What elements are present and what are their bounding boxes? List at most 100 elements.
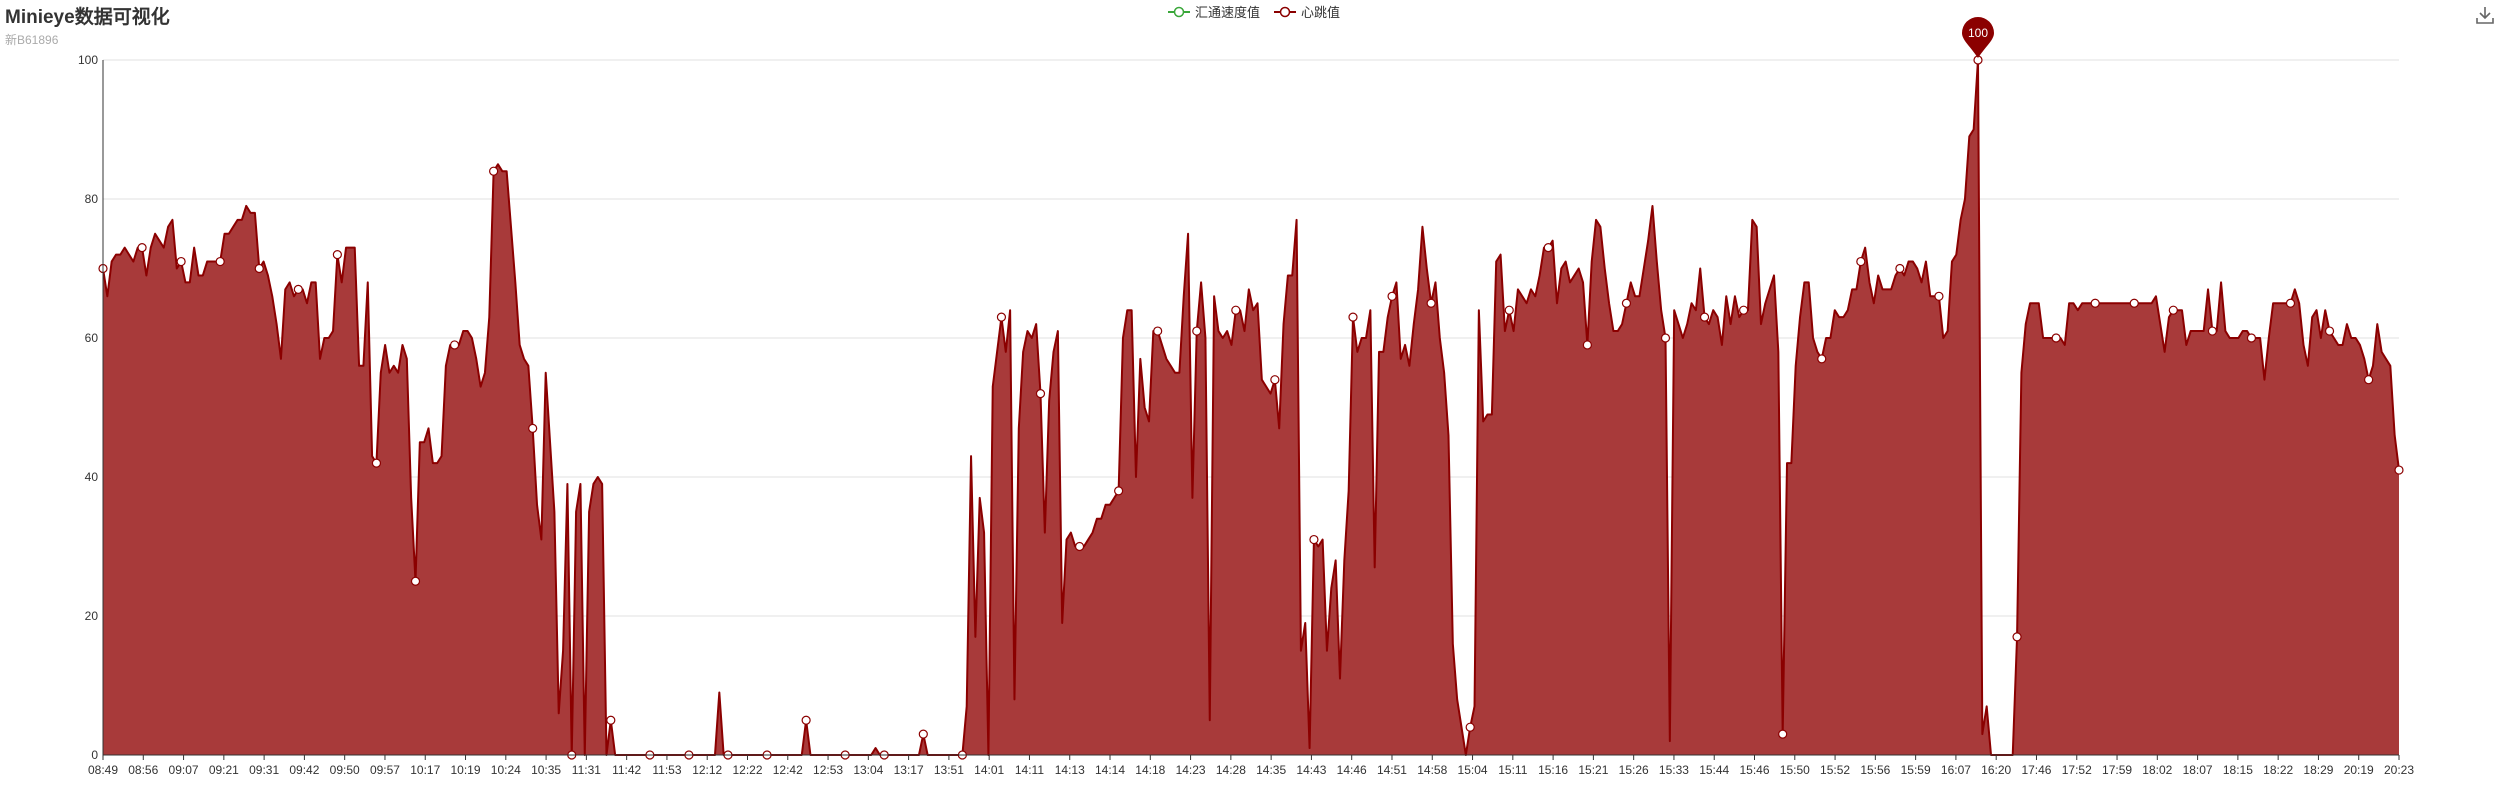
data-point <box>371 458 382 468</box>
x-tick-label: 09:21 <box>209 763 239 777</box>
x-tick-label: 10:24 <box>491 763 521 777</box>
y-tick-label: 20 <box>85 609 99 623</box>
x-tick-label: 18:02 <box>2142 763 2172 777</box>
data-point <box>293 284 303 294</box>
data-point <box>176 256 186 267</box>
data-point <box>1309 534 1319 545</box>
legend-marker-speed-icon <box>1168 6 1190 17</box>
download-icon[interactable] <box>2474 4 2496 26</box>
data-point <box>2090 298 2100 308</box>
legend: 汇通速度值 心跳值 <box>1168 2 1340 21</box>
heartbeat-area <box>103 60 2399 755</box>
x-tick-label: 09:50 <box>330 763 360 777</box>
data-point <box>1074 541 1085 552</box>
x-tick-label: 14:51 <box>1377 763 1407 777</box>
data-point <box>801 715 811 725</box>
x-tick-label: 14:13 <box>1055 763 1085 777</box>
data-point <box>2394 465 2404 475</box>
data-point <box>332 250 342 260</box>
data-point <box>1856 256 1866 267</box>
x-tick-label: 16:20 <box>1981 763 2011 777</box>
x-tick-label: 15:50 <box>1780 763 1810 777</box>
data-point <box>1582 340 1592 350</box>
x-tick-label: 09:07 <box>169 763 199 777</box>
x-tick-label: 14:14 <box>1095 763 1125 777</box>
x-tick-label: 10:17 <box>410 763 440 777</box>
x-tick-label: 14:58 <box>1417 763 1447 777</box>
data-point <box>1817 354 1827 364</box>
data-point <box>1387 291 1397 301</box>
y-tick-label: 40 <box>85 470 99 484</box>
data-point <box>449 340 460 350</box>
x-tick-label: 15:59 <box>1901 763 1931 777</box>
x-tick-label: 11:31 <box>572 763 601 777</box>
data-point <box>1231 305 1241 315</box>
data-point <box>1348 312 1358 322</box>
data-point <box>1504 305 1514 315</box>
x-tick-label: 15:44 <box>1699 763 1729 777</box>
x-tick-label: 14:01 <box>974 763 1004 777</box>
data-point <box>2012 632 2022 642</box>
data-point <box>1543 243 1553 253</box>
x-tick-label: 16:07 <box>1941 763 1971 777</box>
x-tick-label: 14:28 <box>1216 763 1246 777</box>
data-point <box>2246 333 2257 343</box>
data-point <box>1895 263 1905 274</box>
legend-marker-heartbeat-icon <box>1274 6 1297 17</box>
data-point <box>1778 729 1788 739</box>
legend-label-speed: 汇通速度值 <box>1195 5 1261 20</box>
data-point <box>1270 375 1280 385</box>
x-tick-label: 12:53 <box>813 763 843 777</box>
x-tick-label: 11:42 <box>612 763 641 777</box>
x-tick-label: 14:46 <box>1337 763 1367 777</box>
x-tick-label: 12:22 <box>732 763 762 777</box>
legend-item-speed[interactable]: 汇通速度值 <box>1168 2 1260 21</box>
max-markpoint-label: 100 <box>1968 26 1988 40</box>
data-point <box>254 263 264 274</box>
x-tick-label: 18:07 <box>2183 763 2213 777</box>
data-point <box>215 256 225 267</box>
y-tick-label: 80 <box>85 192 99 206</box>
chart-title: Minieye数据可视化 <box>5 7 170 28</box>
data-point <box>137 243 147 253</box>
x-tick-label: 10:19 <box>451 763 481 777</box>
x-tick-label: 15:52 <box>1820 763 1850 777</box>
x-tick-label: 13:04 <box>853 763 883 777</box>
x-tick-label: 10:35 <box>531 763 561 777</box>
data-point <box>1426 298 1436 308</box>
x-tick-label: 14:23 <box>1176 763 1206 777</box>
data-point <box>1660 333 1671 343</box>
x-tick-label: 14:35 <box>1256 763 1286 777</box>
data-point <box>918 729 928 739</box>
x-tick-label: 08:49 <box>88 763 118 777</box>
data-point <box>1153 326 1163 336</box>
legend-item-heartbeat[interactable]: 心跳值 <box>1274 2 1340 21</box>
x-tick-label: 17:52 <box>2062 763 2092 777</box>
x-tick-label: 17:59 <box>2102 763 2132 777</box>
x-tick-label: 12:12 <box>692 763 722 777</box>
x-tick-label: 09:57 <box>370 763 400 777</box>
x-tick-label: 15:56 <box>1860 763 1890 777</box>
data-point <box>1621 298 1632 308</box>
data-point <box>606 715 616 725</box>
x-tick-label: 15:11 <box>1498 763 1527 777</box>
x-tick-label: 13:17 <box>894 763 924 777</box>
x-tick-label: 08:56 <box>128 763 158 777</box>
data-point <box>410 576 421 586</box>
x-tick-label: 14:11 <box>1015 763 1044 777</box>
data-point <box>2207 326 2217 336</box>
x-tick-label: 18:29 <box>2303 763 2333 777</box>
x-tick-label: 14:18 <box>1135 763 1165 777</box>
x-tick-label: 09:42 <box>289 763 319 777</box>
y-tick-label: 100 <box>78 53 98 67</box>
x-tick-label: 17:46 <box>2021 763 2051 777</box>
x-tick-label: 20:23 <box>2384 763 2414 777</box>
data-point <box>1465 722 1475 732</box>
data-point <box>2129 298 2139 308</box>
data-point <box>1699 312 1710 322</box>
x-tick-label: 18:15 <box>2223 763 2253 777</box>
x-tick-label: 09:31 <box>249 763 279 777</box>
x-tick-label: 15:33 <box>1659 763 1689 777</box>
y-tick-label: 60 <box>85 331 99 345</box>
x-tick-label: 14:43 <box>1296 763 1326 777</box>
